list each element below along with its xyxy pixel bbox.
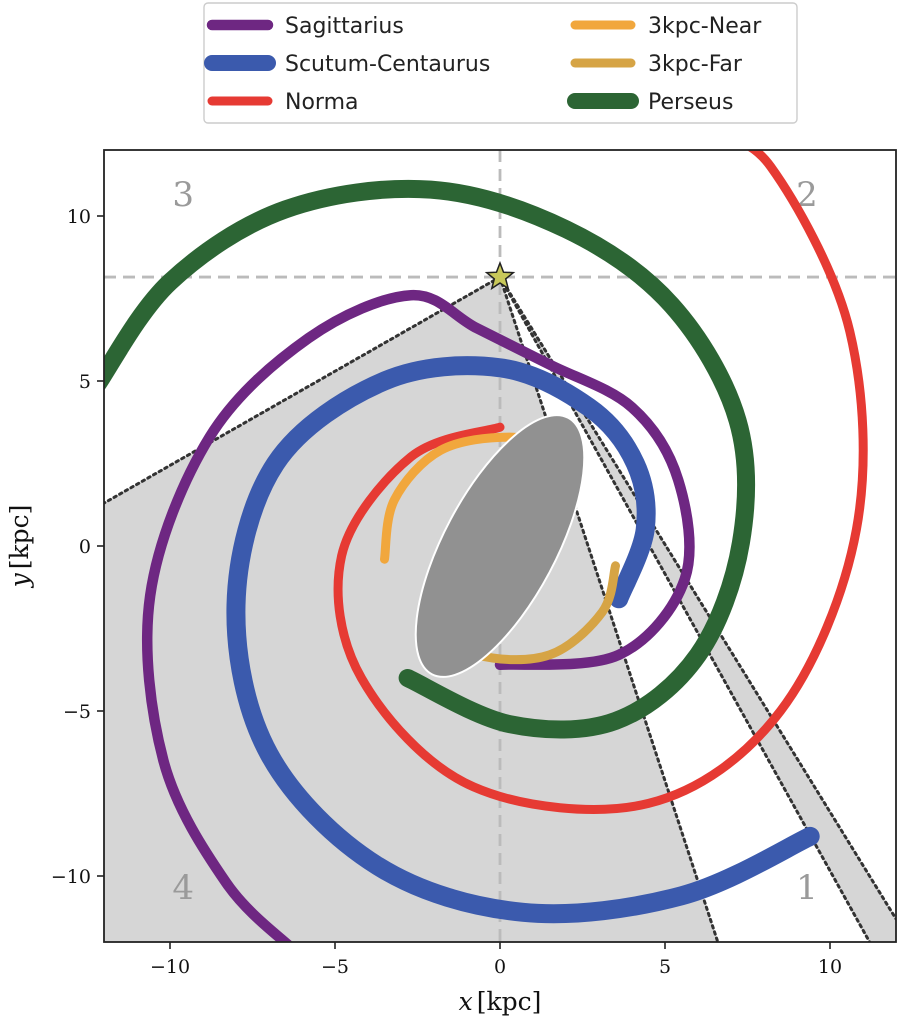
legend-label-3kpc-far: 3kpc-Far	[648, 52, 743, 77]
series-sagittarius	[142, 289, 695, 942]
dotted-line-1	[104, 275, 502, 505]
legend-label-3kpc-near: 3kpc-Near	[648, 14, 762, 39]
x-axis-symbol: x	[459, 987, 473, 1016]
shaded-region-1	[104, 277, 718, 942]
x-tick-label: 5	[659, 956, 671, 978]
x-tick-label: −5	[321, 956, 349, 978]
legend: Sagittarius Scutum-Centaurus Norma 3kpc-Nea…	[203, 2, 798, 124]
x-tick-label: −10	[150, 956, 190, 978]
y-axis-symbol: y	[5, 572, 34, 588]
quadrant-label-1: 1	[796, 868, 818, 908]
series-perseus	[104, 179, 756, 739]
y-tick-label: 10	[67, 206, 91, 228]
legend-label-scutum-centaurus: Scutum-Centaurus	[285, 52, 490, 77]
legend-label-sagittarius: Sagittarius	[285, 14, 404, 39]
y-tick-label: 5	[79, 371, 91, 393]
galactic-bar	[414, 414, 586, 678]
x-axis-unit: [kpc]	[477, 987, 542, 1016]
quadrant-label-4: 4	[172, 868, 194, 908]
y-tick-label: −5	[63, 701, 91, 723]
sun-marker	[484, 260, 516, 291]
series-norma	[333, 150, 868, 814]
x-tick-label: 10	[818, 956, 842, 978]
shaded-region-2	[500, 277, 896, 942]
quadrant-label-3: 3	[172, 175, 194, 215]
quadrant-label-2: 2	[796, 175, 818, 215]
legend-label-perseus: Perseus	[648, 90, 733, 115]
y-tick-label: −10	[51, 866, 91, 888]
y-tick-label: 0	[79, 536, 91, 558]
series-scutum-centaurus	[226, 356, 820, 924]
axes: −10 −5 0 5 10 −10 −5 0 5 10	[51, 206, 842, 978]
legend-label-norma: Norma	[285, 90, 359, 115]
x-axis-label: x [kpc]	[459, 987, 542, 1016]
y-axis-unit: [kpc]	[5, 505, 34, 570]
x-tick-label: 0	[494, 956, 506, 978]
plot-area: 1 2 3 4	[104, 150, 896, 942]
y-axis-label: y [kpc]	[5, 505, 34, 589]
